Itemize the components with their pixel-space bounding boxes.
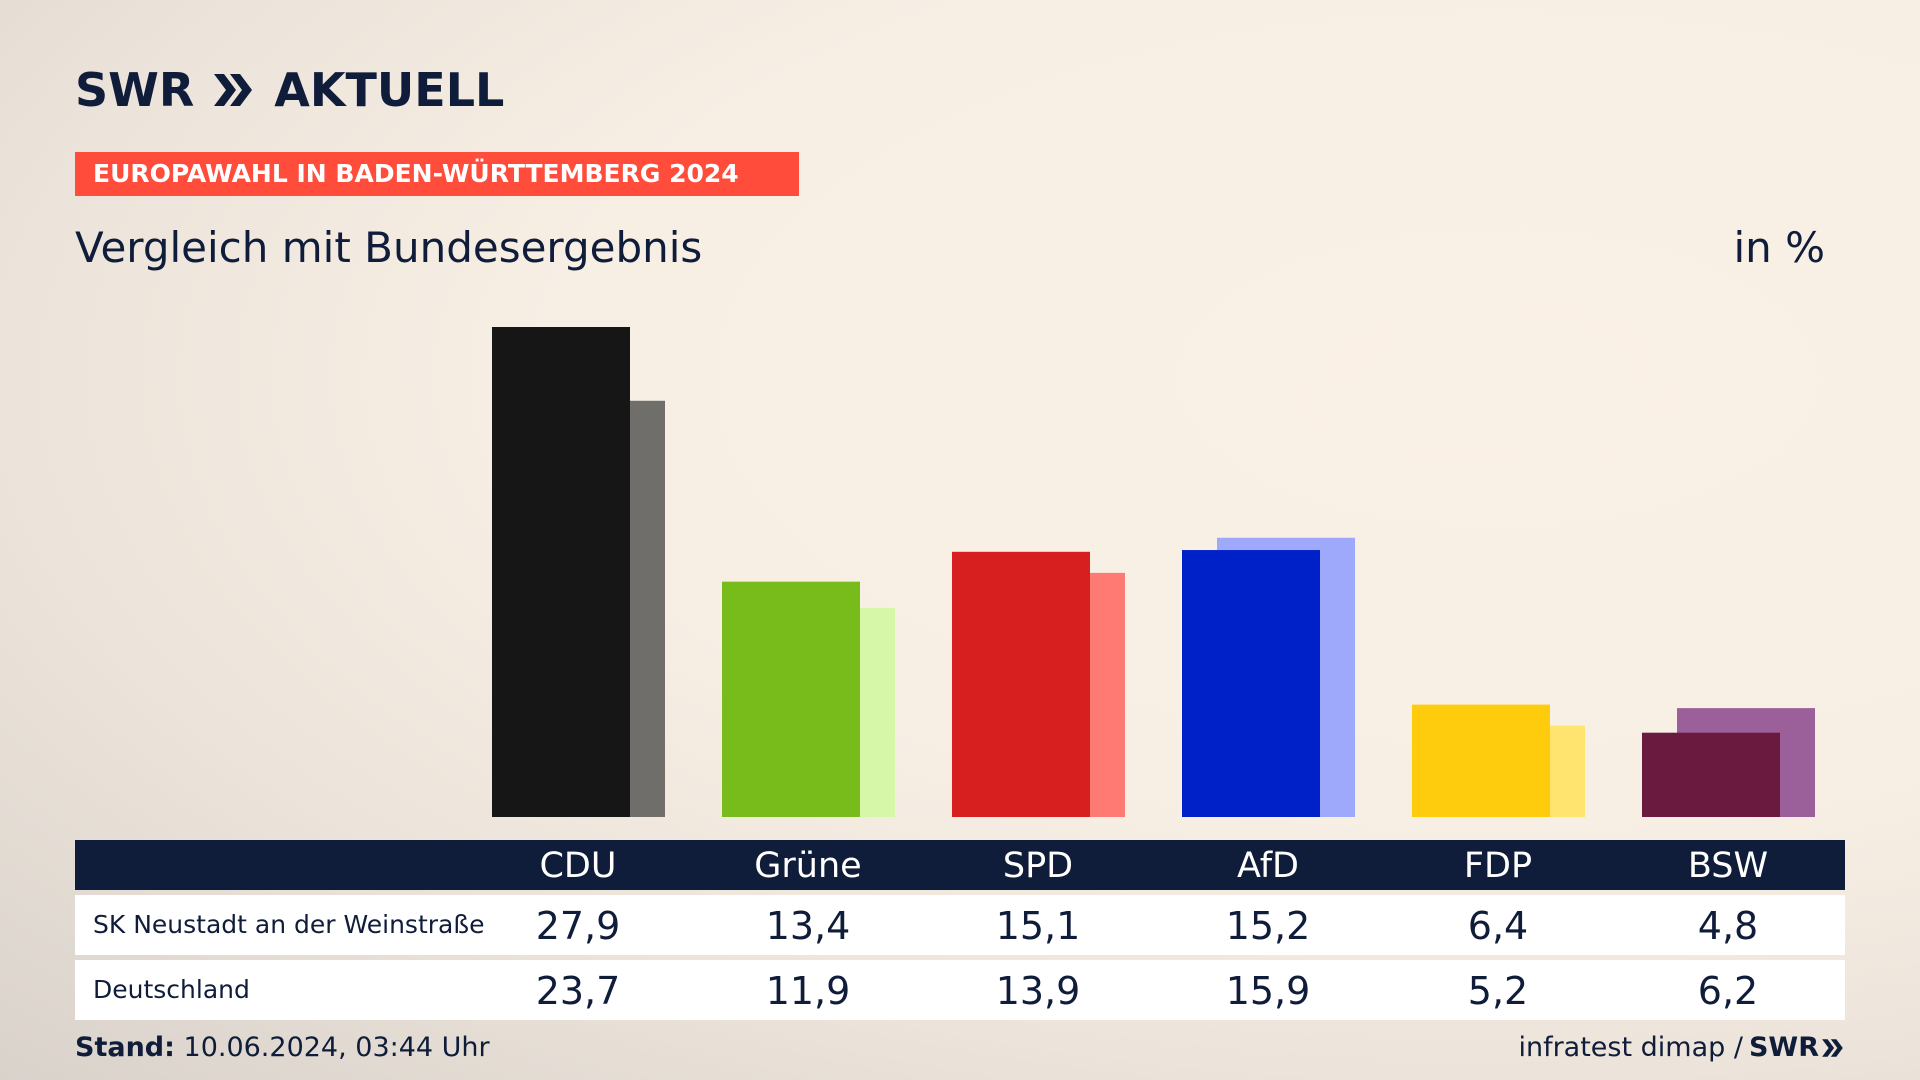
header-cell: SPD bbox=[1002, 846, 1074, 886]
double-chevron-icon bbox=[214, 74, 253, 106]
bar-region-afd bbox=[1182, 550, 1320, 817]
swr-aktuell-logo: SWR AKTUELL bbox=[75, 62, 504, 118]
double-chevron-small-icon bbox=[1822, 1039, 1843, 1057]
source-credit: infratest dimap / SWR bbox=[1518, 1030, 1845, 1066]
swr-small-logo: SWR bbox=[1749, 1030, 1845, 1066]
value-cell: 5,2 bbox=[1467, 969, 1529, 1013]
header-cell: AfD bbox=[1237, 846, 1299, 886]
results-table: CDU Grüne SPD AfD FDP BSW SK Neustadt an… bbox=[75, 840, 1845, 1020]
table-header: CDU Grüne SPD AfD FDP BSW bbox=[75, 840, 1845, 890]
bar-region-spd bbox=[952, 551, 1090, 817]
value-cell: 27,9 bbox=[535, 904, 621, 948]
source-text: infratest dimap / bbox=[1518, 1032, 1743, 1063]
logo-aktuell-text: AKTUELL bbox=[274, 63, 505, 117]
value-cell: 15,2 bbox=[1225, 904, 1311, 948]
headline-banner: EUROPAWAHL IN BADEN-WÜRTTEMBERG 2024 bbox=[75, 152, 799, 196]
bar-chart bbox=[492, 327, 1815, 817]
stand-label: Stand: bbox=[75, 1032, 175, 1063]
value-cell: 4,8 bbox=[1697, 904, 1759, 948]
bar-region-bsw bbox=[1642, 732, 1780, 817]
bar-region-fdp bbox=[1412, 704, 1550, 817]
stand-value: 10.06.2024, 03:44 Uhr bbox=[183, 1032, 490, 1063]
table-row: Deutschland 23,7 11,9 13,9 15,9 5,2 6,2 bbox=[75, 960, 1845, 1020]
value-cell: 11,9 bbox=[765, 969, 851, 1013]
header-cell: FDP bbox=[1463, 846, 1533, 886]
value-cell: 13,4 bbox=[765, 904, 851, 948]
row-label: SK Neustadt an der Weinstraße bbox=[93, 910, 485, 939]
bar-region-cdu bbox=[492, 327, 630, 817]
swr-small-text: SWR bbox=[1748, 1032, 1819, 1063]
table-row: SK Neustadt an der Weinstraße 27,9 13,4 … bbox=[75, 895, 1845, 955]
timestamp: Stand: 10.06.2024, 03:44 Uhr bbox=[75, 1030, 490, 1066]
header-cell: Grüne bbox=[754, 846, 862, 886]
value-cell: 23,7 bbox=[535, 969, 621, 1013]
logo-swr-text: SWR bbox=[75, 63, 195, 117]
chart-subtitle: Vergleich mit Bundesergebnis bbox=[75, 223, 703, 272]
bar-region-grüne bbox=[722, 581, 860, 817]
unit-label: in % bbox=[1733, 223, 1825, 272]
value-cell: 13,9 bbox=[995, 969, 1081, 1013]
header-cell: BSW bbox=[1687, 846, 1769, 886]
value-cell: 15,1 bbox=[995, 904, 1081, 948]
value-cell: 6,2 bbox=[1697, 969, 1759, 1013]
value-cell: 15,9 bbox=[1225, 969, 1311, 1013]
header-cell: CDU bbox=[539, 846, 617, 886]
row-label: Deutschland bbox=[93, 975, 250, 1004]
value-cell: 6,4 bbox=[1467, 904, 1529, 948]
